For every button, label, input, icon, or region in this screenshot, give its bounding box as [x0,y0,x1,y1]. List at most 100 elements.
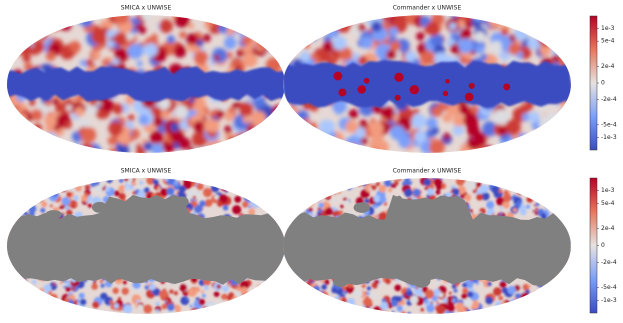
map-blob [411,114,426,129]
map-blob [212,48,227,63]
map-blob [384,202,387,205]
map-blob [241,147,251,157]
map-blob [383,12,392,21]
map-blob [40,178,46,184]
map-blob [75,180,80,185]
map-blob [282,294,287,299]
mask-hole [45,210,62,218]
mask-hole [50,267,67,281]
map-blob [292,180,295,183]
map-blob [30,149,36,155]
point-source [357,85,365,93]
map-blob [39,309,45,315]
map-blob [349,304,358,313]
map-blob [520,209,527,216]
map-blob [275,122,285,132]
map-blob [279,146,291,158]
map-blob [356,179,363,186]
map-blob [529,112,540,123]
map-blob [257,295,266,304]
map-blob [434,282,439,287]
map-blob [300,299,309,308]
map-blob [425,187,428,190]
map-blob [233,179,237,183]
map-blob [284,193,293,202]
map-blob [563,180,566,183]
map-blob [16,303,24,311]
map-blob [398,135,411,148]
map-blob [435,190,440,195]
map-blob [527,37,539,49]
map-blob [281,306,284,309]
map-blob [3,292,12,301]
map-blob [309,208,313,212]
map-blob [238,15,248,25]
map-blob [283,146,292,155]
map-blob [291,302,300,311]
map-blob [452,284,457,289]
map-blob [309,132,317,140]
map-blob [298,178,302,182]
map-blob [30,178,38,186]
map-blob [550,285,555,290]
map-blob [443,298,448,303]
map-blob [550,28,556,34]
map-blob [21,191,28,198]
map-blob [219,103,226,110]
point-source [338,89,346,97]
map-blob [539,307,546,314]
map-blob [291,106,299,114]
map-blob [523,302,531,310]
map-blob [66,302,69,305]
map-blob [532,136,545,149]
mask-hole [354,202,370,213]
map-blob [232,285,235,288]
map-blob [394,285,401,292]
map-blob [32,185,36,189]
map-blob [9,125,22,138]
map-blob [510,141,522,153]
map-blob [94,178,98,182]
map-blob [238,183,243,188]
map-blob [293,138,302,147]
map-blob [312,20,324,32]
map-blob [17,114,28,125]
map-blob [217,15,225,23]
colorbar-tick-label: 0 [601,80,605,87]
map-blob [511,304,515,308]
map-blob [164,177,168,181]
map-blob [287,298,292,303]
map-blob [208,311,211,314]
map-blob [518,200,521,203]
map-blob [534,175,541,182]
map-blob [548,203,552,207]
map-blob [80,299,86,305]
map-blob [262,181,268,187]
map-blob [430,302,433,305]
map-blob [12,33,26,47]
point-source [445,79,449,83]
map-blob [285,214,293,222]
map-blob [394,181,398,185]
map-blob [186,33,198,45]
map-blob [317,309,323,315]
map-blob [376,310,384,318]
map-blob [223,205,229,211]
map-blob [86,59,93,66]
map-blob [202,294,206,298]
map-blob [300,289,307,296]
map-blob [243,53,258,68]
map-blob [37,21,48,32]
map-blob [538,307,542,311]
map-blob [253,296,257,300]
map-blob [316,197,321,202]
map-blob [558,199,566,207]
map-blob [458,20,465,27]
map-blob [251,111,267,127]
map-blob [284,283,293,292]
map-blob [349,109,359,119]
map-blob [279,282,284,287]
map-blob [38,22,46,30]
map-blob [503,194,511,202]
map-blob [9,220,12,223]
